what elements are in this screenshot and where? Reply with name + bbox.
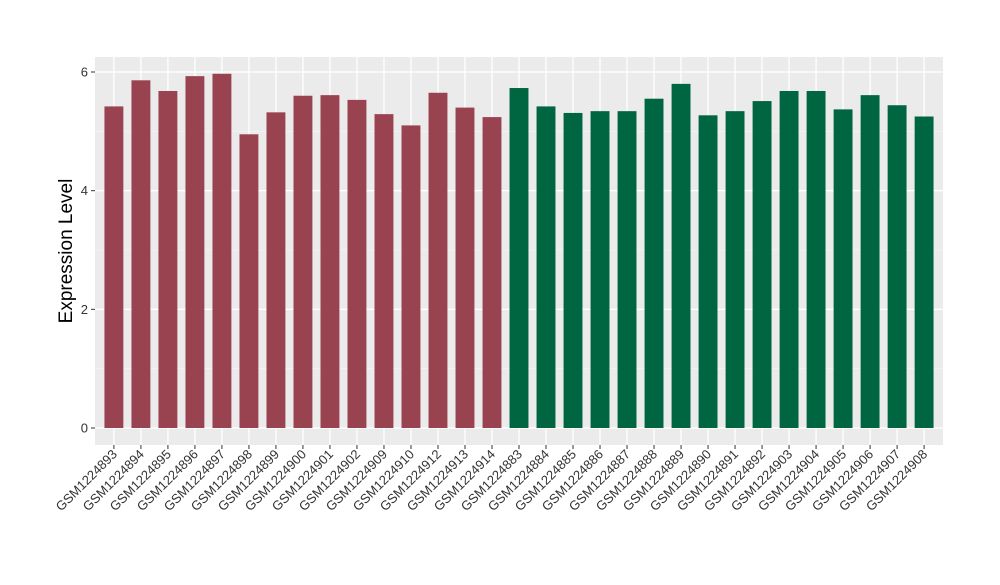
bar-gsm1224887	[617, 111, 637, 428]
bar-gsm1224907	[887, 105, 907, 428]
bar-gsm1224888	[644, 98, 664, 428]
bar-gsm1224909	[374, 114, 394, 429]
y-tick-label: 0	[81, 421, 88, 436]
bar-gsm1224894	[131, 80, 151, 428]
bar-gsm1224898	[239, 134, 259, 429]
bar-gsm1224890	[698, 115, 718, 429]
bar-gsm1224886	[590, 111, 610, 428]
bar-gsm1224905	[833, 109, 853, 428]
y-axis: 0 2 4 6	[81, 65, 95, 436]
bar-gsm1224895	[158, 90, 178, 428]
bar-gsm1224897	[212, 73, 232, 428]
bars	[104, 73, 934, 429]
bar-gsm1224899	[266, 112, 286, 428]
bar-gsm1224912	[428, 92, 448, 429]
bar-gsm1224908	[914, 116, 934, 428]
bar-gsm1224913	[455, 107, 475, 428]
bar-gsm1224910	[401, 125, 421, 429]
y-tick-label: 2	[81, 302, 88, 317]
bar-gsm1224892	[752, 101, 772, 428]
bar-gsm1224906	[860, 95, 880, 428]
bar-gsm1224893	[104, 106, 124, 428]
bar-gsm1224896	[185, 76, 205, 429]
bar-gsm1224900	[293, 95, 313, 428]
bar-gsm1224885	[563, 112, 583, 428]
bar-gsm1224901	[320, 95, 340, 428]
bar-gsm1224889	[671, 83, 691, 428]
bar-gsm1224884	[536, 106, 556, 428]
y-tick-label: 6	[81, 65, 88, 80]
bar-gsm1224903	[779, 90, 799, 428]
bar-gsm1224883	[509, 88, 529, 429]
y-axis-title: Expression Level	[56, 179, 77, 324]
bar-gsm1224904	[806, 90, 826, 428]
bar-gsm1224902	[347, 99, 367, 429]
bar-gsm1224914	[482, 117, 502, 429]
x-axis: GSM1224893GSM1224894GSM1224895GSM1224896…	[53, 445, 930, 514]
y-tick-label: 4	[81, 183, 88, 198]
bar-gsm1224891	[725, 111, 745, 428]
